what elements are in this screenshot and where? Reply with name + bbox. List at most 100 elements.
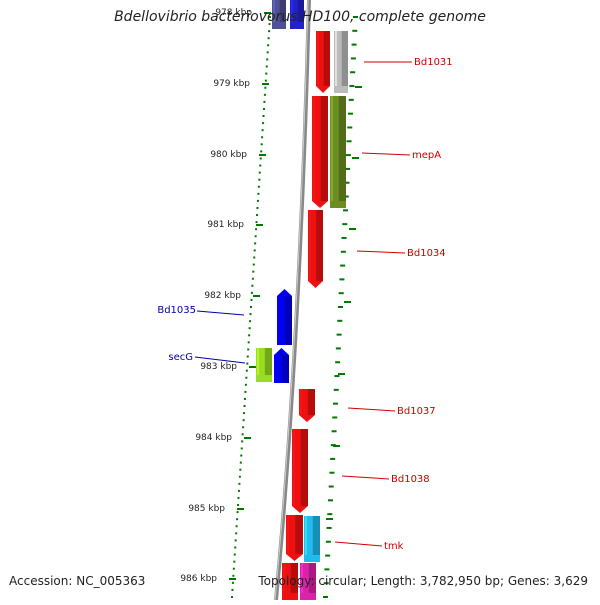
ruler-dot-left (262, 115, 265, 118)
gene-tmk-red-shade (295, 515, 303, 554)
gene-Bd1031-shade (323, 31, 330, 86)
ruler-dot-left (260, 150, 263, 153)
ruler-dot-left (233, 553, 236, 556)
ruler-dot-left (240, 454, 243, 457)
gene-Bd1038-highlight (293, 429, 295, 506)
ruler-dot-right (339, 278, 345, 281)
gene-mepA-green-highlight (331, 96, 333, 201)
ruler-dot-left (263, 93, 266, 96)
ruler-tick-label: 978 kbp (215, 8, 252, 18)
ruler-dot-right (349, 85, 355, 88)
gene-mepA-red-shade (320, 96, 328, 201)
ruler-dot-left (257, 185, 260, 188)
ruler-dot-left (253, 256, 256, 259)
ruler-dot-right (342, 223, 348, 226)
ruler-dot-left (265, 72, 268, 75)
ruler-dot-right (340, 250, 346, 253)
ruler-dot-left (242, 419, 245, 422)
ruler-dot-left (233, 560, 236, 563)
gene-Bd1031-gray-shade (341, 31, 348, 86)
ruler-tick-label: 984 kbp (195, 433, 232, 443)
gene-tmk-cyan-highlight (305, 516, 307, 555)
gene-bottom-magenta-shade (308, 563, 316, 593)
ruler-dot-left (232, 567, 235, 570)
ruler-tick-label: 983 kbp (200, 362, 237, 372)
ruler-dot-right (347, 126, 353, 129)
ruler-tick-label: 979 kbp (213, 79, 250, 89)
ruler-dot-right (333, 388, 339, 391)
ruler-dot-left (266, 58, 269, 61)
ruler-dot-left (250, 298, 253, 301)
ruler-dot-left (238, 482, 241, 485)
ruler-dot-left (243, 405, 246, 408)
ruler-dot-left (264, 79, 267, 82)
ruler-dot-left (262, 122, 265, 125)
ruler-dot-right (326, 526, 332, 529)
ruler-dot-left (237, 489, 240, 492)
ruler-tick-right (338, 373, 345, 375)
gene-top-blue-highlight (291, 0, 293, 22)
gene-secG-lime-shade (264, 348, 272, 375)
ruler-dot-left (254, 242, 257, 245)
ruler-dot-right (324, 568, 330, 571)
ruler-dot-left (259, 157, 262, 160)
ruler-tick (264, 12, 271, 14)
ruler-dot-right (346, 140, 352, 143)
ruler-dot-left (246, 362, 249, 365)
gene-Bd1035-shade (285, 296, 292, 345)
gene-secG-blue-highlight (275, 355, 277, 383)
ruler-dot-right (351, 43, 357, 46)
ruler-dot-left (258, 178, 261, 181)
ruler-dot-left (234, 539, 237, 542)
gene-tmk-red-leader (334, 541, 383, 547)
gene-Bd1035-highlight (278, 296, 280, 345)
ruler-tick-label: 980 kbp (210, 150, 247, 160)
ruler-dot-right (353, 16, 358, 18)
ruler-dot-right (327, 513, 333, 516)
ruler-tick-right (344, 301, 351, 303)
gene-Bd1031-label: Bd1031 (414, 57, 453, 68)
ruler-dot-left (258, 171, 261, 174)
ruler-dot-left (260, 143, 263, 146)
gene-secG-lime-highlight (257, 348, 259, 375)
ruler-dot-left (245, 376, 248, 379)
ruler-dot-left (236, 511, 239, 514)
ruler-dot-left (257, 192, 260, 195)
ruler-dot-left (234, 546, 237, 549)
ruler-tick-label: 986 kbp (180, 574, 217, 584)
ruler-dot-left (235, 525, 238, 528)
ruler-tick-right (333, 445, 340, 447)
ruler-dot-left (255, 221, 258, 224)
gene-Bd1037-highlight (300, 389, 302, 415)
gene-Bd1034-label: Bd1034 (407, 248, 446, 259)
gene-top-blue-shade (297, 0, 304, 22)
genome-backbone-highlight (274, 0, 309, 601)
ruler-dot-left (237, 496, 240, 499)
gene-Bd1038-label: Bd1038 (391, 474, 430, 485)
ruler-dot-left (244, 390, 247, 393)
gene-mepA-red-leader (361, 152, 411, 156)
ruler-dot-left (249, 313, 252, 316)
gene-secG-blue-shade (282, 355, 289, 383)
ruler-dot-left (268, 23, 271, 26)
ruler-dot-left (261, 136, 264, 139)
gene-Bd1031-highlight (317, 31, 319, 86)
ruler-dot-right (323, 596, 328, 598)
ruler-dot-right (334, 375, 340, 378)
ruler-dot-right (343, 195, 349, 198)
ruler-tick (249, 366, 256, 368)
ruler-dot-right (328, 499, 333, 502)
ruler-dot-left (231, 596, 233, 598)
gene-Bd1034-leader (356, 250, 406, 254)
ruler-tick (259, 154, 266, 156)
ruler-dot-left (231, 588, 234, 591)
ruler-dot-left (249, 320, 252, 323)
ruler-dot-right (344, 181, 350, 184)
ruler-dot-left (240, 447, 243, 450)
ruler-dot-right (338, 292, 344, 295)
ruler-dot-right (338, 306, 343, 308)
gene-secG-lime-leader (194, 356, 246, 364)
ruler-tick (244, 437, 251, 439)
ruler-dot-left (239, 461, 242, 464)
genome-backbone (274, 0, 311, 601)
